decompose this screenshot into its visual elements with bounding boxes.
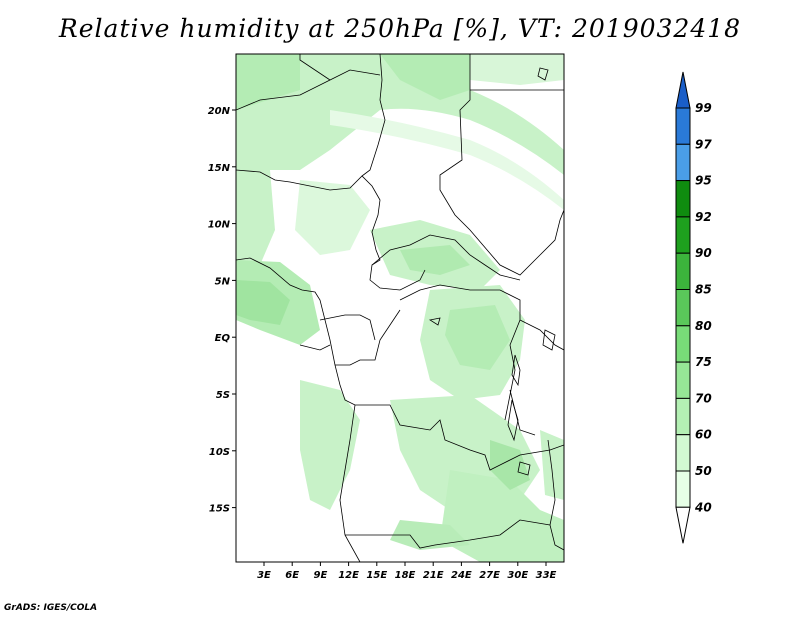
colorbar-segment — [675, 216, 691, 254]
x-tick-label: 33E — [536, 570, 557, 581]
x-tick-label: 12E — [338, 570, 359, 581]
y-tick-label: 10N — [208, 220, 231, 231]
colorbar-segment — [675, 397, 691, 436]
colorbar-segment — [675, 289, 691, 327]
colorbar-label: 97 — [695, 137, 712, 151]
colorbar-label: 40 — [694, 500, 712, 514]
colorbar-segment — [675, 180, 691, 218]
colorbar-label: 85 — [695, 283, 712, 297]
colorbar-segment — [675, 143, 691, 182]
colorbar-label: 92 — [695, 210, 712, 224]
colorbar-top-arrow — [675, 71, 691, 109]
colorbar-label: 99 — [695, 101, 712, 115]
colorbar-label: 95 — [695, 174, 712, 188]
y-tick-label: 10S — [209, 447, 230, 458]
y-tick-label: 15S — [209, 504, 230, 515]
x-tick-label: 6E — [285, 570, 299, 581]
colorbar-bottom-arrow — [675, 506, 691, 544]
x-tick-label: 15E — [366, 570, 387, 581]
x-axis: 3E 6E 9E 12E 15E 18E 21E 24E 27E 30E 33E — [257, 562, 557, 581]
colorbar-segment — [675, 325, 691, 363]
y-axis: 20N 15N 10N 5N EQ 5S 10S 15S — [208, 106, 236, 515]
lake-outlines — [428, 67, 556, 476]
y-tick-label: 20N — [208, 106, 231, 117]
x-tick-label: 9E — [314, 570, 328, 581]
colorbar-label: 90 — [695, 246, 712, 260]
y-tick-label: 15N — [208, 163, 231, 174]
colorbar: 99 97 95 92 90 85 80 75 70 60 50 40 — [675, 71, 712, 544]
colorbar-label: 70 — [695, 391, 712, 405]
map-frame — [235, 53, 565, 563]
colorbar-label: 75 — [695, 355, 712, 369]
x-tick-label: 21E — [423, 570, 444, 581]
footer-credit: GrADS: IGES/COLA — [4, 603, 98, 613]
colorbar-label: 50 — [695, 464, 712, 478]
chart-title: Relative humidity at 250hPa [%], VT: 201… — [58, 14, 742, 43]
colorbar-segment — [675, 107, 691, 145]
x-tick-label: 24E — [451, 570, 472, 581]
x-tick-label: 30E — [507, 570, 528, 581]
map-borders — [236, 54, 564, 562]
x-tick-label: 18E — [395, 570, 416, 581]
x-tick-label: 27E — [479, 570, 500, 581]
colorbar-segment — [675, 361, 691, 399]
colorbar-label: 60 — [695, 428, 712, 442]
colorbar-segment — [675, 434, 691, 472]
colorbar-label: 80 — [695, 319, 712, 333]
colorbar-segment — [675, 252, 691, 290]
y-tick-label: EQ — [215, 333, 231, 344]
colorbar-segment — [675, 470, 691, 508]
x-tick-label: 3E — [257, 570, 271, 581]
y-tick-label: 5S — [216, 390, 230, 401]
y-tick-label: 5N — [215, 276, 231, 287]
